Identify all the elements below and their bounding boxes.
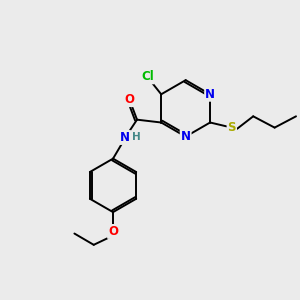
Text: Cl: Cl [141,70,154,83]
Text: O: O [124,93,134,106]
Text: H: H [132,133,141,142]
Text: S: S [228,121,236,134]
Text: O: O [108,225,118,238]
Text: N: N [181,130,191,143]
Text: N: N [120,131,130,144]
Text: N: N [205,88,215,101]
